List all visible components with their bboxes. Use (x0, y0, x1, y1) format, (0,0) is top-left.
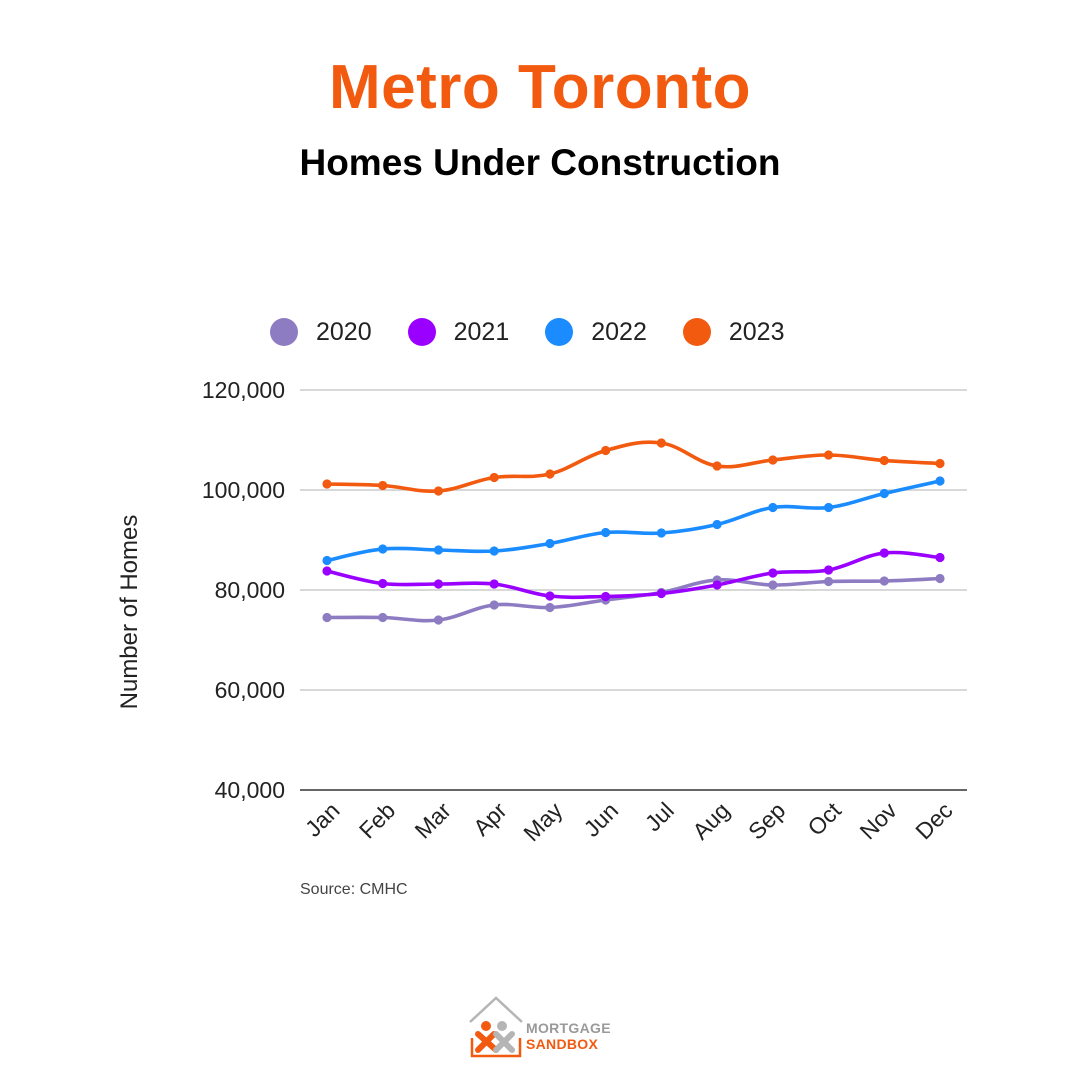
data-point-2020 (768, 580, 778, 590)
x-tick-label: Apr (468, 797, 512, 841)
data-point-2023 (601, 445, 611, 456)
logo-text-line1: MORTGAGE (526, 1020, 611, 1036)
data-point-2023 (322, 479, 332, 489)
data-point-2022 (879, 488, 889, 499)
legend-label: 2023 (728, 317, 785, 346)
data-point-2021 (935, 552, 945, 563)
y-tick-label: 100,000 (202, 477, 285, 503)
data-point-2023 (378, 480, 388, 491)
x-tick-label: Feb (354, 797, 400, 843)
x-tick-label: Nov (854, 797, 902, 845)
x-tick-label: Jan (300, 797, 345, 842)
data-point-2023 (768, 455, 778, 465)
data-point-2021 (378, 578, 388, 589)
legend-item-2021: 2021 (407, 317, 510, 347)
mortgage-sandbox-logo: MORTGAGE SANDBOX (466, 992, 616, 1062)
data-point-2022 (656, 528, 666, 538)
data-point-2023 (935, 458, 945, 469)
data-point-2022 (935, 476, 945, 486)
x-tick-label: Mar (410, 797, 457, 844)
x-tick-label: Oct (802, 797, 846, 841)
x-tick-label: May (518, 797, 567, 846)
chart-legend: 2020 2021 2022 2023 (270, 312, 821, 352)
legend-item-2022: 2022 (545, 318, 647, 347)
x-tick-label: Sep (743, 797, 790, 844)
data-point-2023 (545, 469, 555, 479)
house-logo-icon (469, 996, 523, 1058)
y-axis-title: Number of Homes (116, 515, 143, 710)
data-point-2021 (322, 566, 332, 576)
data-point-2021 (545, 591, 555, 601)
data-point-2020 (879, 576, 889, 586)
series-line-2023 (325, 440, 942, 494)
data-point-2022 (545, 538, 555, 549)
data-point-2020 (545, 602, 555, 613)
data-point-2021 (879, 548, 889, 558)
data-point-2021 (712, 580, 722, 590)
x-tick-label: Jul (640, 797, 679, 836)
data-point-2021 (656, 588, 666, 599)
y-tick-label: 40,000 (215, 777, 285, 803)
data-point-2020 (378, 612, 388, 623)
data-point-2023 (879, 455, 889, 466)
source-note: Source: CMHC (300, 881, 408, 898)
data-point-2020 (322, 612, 332, 623)
legend-swatch (682, 318, 711, 346)
y-tick-label: 60,000 (215, 677, 285, 703)
data-point-2022 (378, 544, 388, 554)
legend-swatch (407, 318, 436, 346)
data-point-2021 (823, 565, 834, 575)
page-subtitle: Homes Under Construction (299, 142, 781, 183)
data-point-2021 (601, 591, 611, 602)
data-point-2020 (935, 573, 945, 584)
data-point-2022 (322, 555, 332, 566)
data-point-2022 (433, 545, 444, 555)
legend-item-2020: 2020 (270, 318, 372, 347)
page-title: Metro Toronto (328, 53, 752, 122)
y-tick-label: 120,000 (202, 377, 285, 403)
data-point-2020 (489, 600, 499, 610)
series-line-2021 (325, 550, 942, 600)
data-point-2021 (433, 579, 444, 589)
data-point-2021 (489, 579, 499, 589)
data-point-2021 (768, 568, 778, 578)
data-point-2022 (768, 502, 778, 513)
data-point-2022 (601, 527, 611, 538)
data-point-2020 (433, 615, 444, 625)
data-point-2022 (712, 519, 722, 530)
data-point-2022 (489, 546, 499, 556)
x-tick-label: Dec (910, 797, 957, 844)
y-tick-label: 80,000 (215, 577, 285, 603)
legend-label: 2022 (591, 317, 647, 346)
legend-item-2023: 2023 (682, 317, 785, 347)
legend-swatch (545, 318, 574, 346)
x-tick-label: Aug (687, 797, 734, 844)
data-point-2023 (712, 461, 722, 471)
logo-text-line2: SANDBOX (526, 1036, 599, 1052)
x-tick-label: Jun (579, 797, 624, 842)
legend-swatch (270, 318, 298, 346)
data-point-2023 (656, 438, 666, 448)
legend-label: 2020 (316, 317, 372, 346)
data-point-2023 (489, 472, 499, 483)
legend-label: 2021 (453, 317, 510, 346)
data-point-2020 (823, 576, 834, 587)
data-point-2023 (823, 450, 834, 460)
data-point-2022 (823, 502, 834, 513)
data-point-2023 (433, 486, 444, 496)
series-line-2022 (325, 479, 942, 563)
